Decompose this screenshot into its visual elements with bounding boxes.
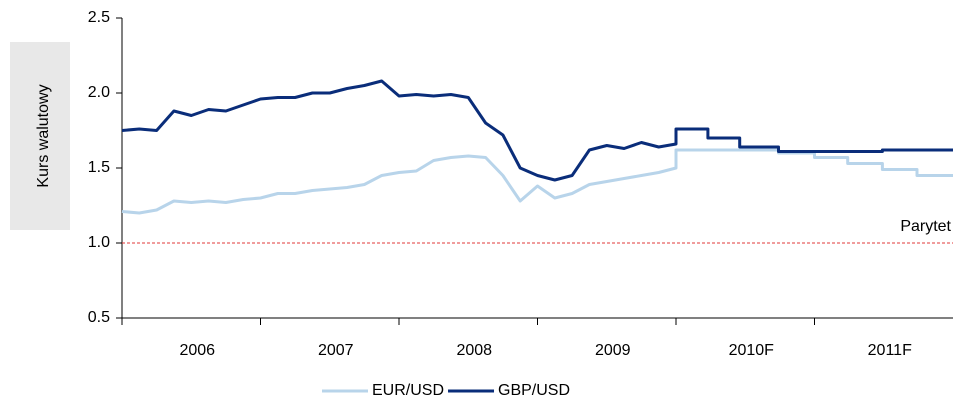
y-tick-label: 2.5 [88, 9, 110, 26]
y-axis-label: Kurs walutowy [35, 84, 52, 187]
x-tick-label: 2006 [179, 342, 215, 359]
series-line [121, 148, 953, 215]
legend-label: EUR/USD [372, 382, 444, 399]
series-line [121, 79, 953, 182]
x-tick-label: 2009 [595, 342, 631, 359]
x-tick-label: 2010F [729, 342, 775, 359]
y-tick-label: 2.0 [88, 84, 110, 101]
y-tick-label: 0.5 [88, 309, 110, 326]
y-label-box [10, 42, 70, 230]
x-tick-label: 2007 [318, 342, 354, 359]
x-tick-label: 2008 [456, 342, 492, 359]
parity-label: Parytet [900, 218, 951, 235]
y-tick-label: 1.0 [88, 234, 110, 251]
legend-label: GBP/USD [498, 382, 570, 399]
x-tick-label: 2011F [868, 342, 912, 359]
y-tick-label: 1.5 [88, 159, 110, 176]
